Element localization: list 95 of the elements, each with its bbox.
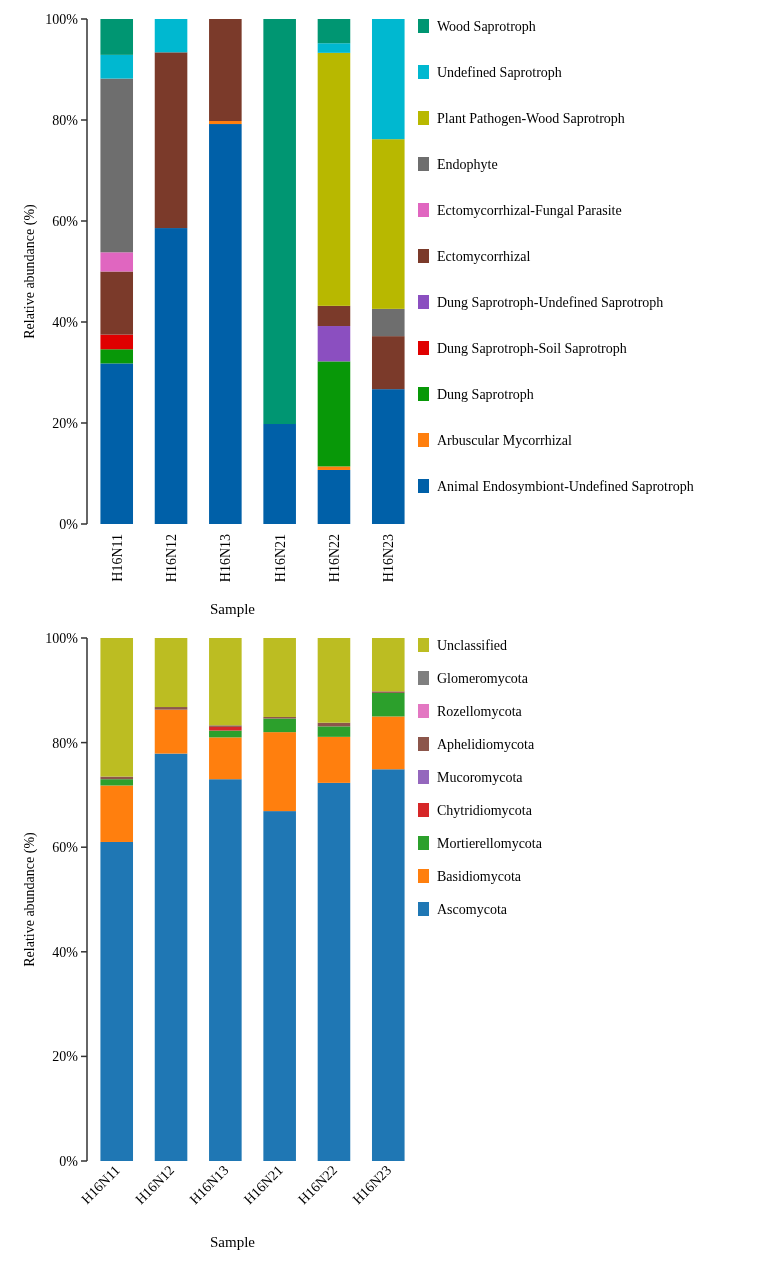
bar [317, 782, 351, 1161]
bar [263, 638, 296, 717]
bar [209, 121, 242, 125]
legend-label: Animal Endosymbiont-Undefined Saprotroph [437, 478, 694, 494]
legend-label: Endophyte [437, 156, 498, 172]
y-tick-label: 40% [52, 944, 79, 960]
legend-label: Dung Saprotroph-Soil Saprotroph [437, 340, 627, 356]
bar [263, 811, 296, 1161]
legend-label: Rozellomycota [437, 703, 523, 719]
bar [317, 638, 351, 723]
bar [371, 308, 405, 337]
y-tick-label: 20% [52, 1049, 79, 1065]
bar [209, 19, 242, 122]
x-tick-label: H16N21 [272, 534, 288, 583]
y-tick-label: 40% [52, 314, 79, 330]
bar [100, 334, 134, 350]
legend-label: Glomeromycota [437, 670, 529, 686]
bar [100, 363, 134, 524]
y-tick-label: 100% [45, 11, 79, 27]
bar [154, 52, 188, 229]
bar [100, 54, 134, 79]
x-tick-label: H16N23 [381, 534, 397, 583]
bar [154, 638, 188, 708]
bar [371, 389, 405, 524]
legend-label: Chytridiomycota [437, 802, 533, 818]
bar [317, 726, 351, 737]
bar [263, 19, 296, 425]
bar [317, 469, 351, 524]
bar [209, 726, 242, 731]
y-axis-title: Relative abundance (%) [22, 831, 38, 967]
bar [371, 638, 405, 692]
bar [100, 252, 134, 272]
x-tick-label: H16N22 [326, 534, 342, 583]
bar [100, 785, 134, 842]
legend-label: Mortierellomycota [437, 835, 543, 851]
bar [100, 841, 134, 1161]
legend-label: Aphelidiomycota [437, 736, 535, 752]
bar [317, 19, 351, 44]
x-tick-label: H16N13 [218, 534, 234, 583]
y-tick-label: 80% [52, 735, 79, 751]
y-tick-label: 0% [59, 516, 79, 532]
legend-label: Ectomycorrhizal [437, 248, 531, 264]
legend-label: Dung Saprotroph-Undefined Saprotroph [437, 294, 664, 310]
bar [209, 638, 242, 726]
legend-label: Ectomycorrhizal-Fungal Parasite [437, 202, 622, 218]
y-tick-label: 60% [52, 213, 79, 229]
bar [371, 716, 405, 770]
legend-label: Unclassified [437, 637, 507, 653]
bar [263, 424, 296, 524]
y-tick-label: 60% [52, 840, 79, 856]
bar [317, 736, 351, 783]
bar [154, 228, 188, 524]
x-tick-label: H16N11 [109, 534, 125, 582]
bar [263, 732, 296, 812]
bar [154, 709, 188, 754]
legend-label: Wood Saprotroph [437, 18, 536, 34]
legend-label: Arbuscular Mycorrhizal [437, 432, 572, 448]
bar [317, 43, 351, 53]
legend-label: Basidiomycota [437, 868, 522, 884]
bar [371, 19, 405, 140]
x-axis-title: Sample [210, 601, 256, 617]
bar [209, 779, 242, 1161]
x-axis-title: Sample [210, 1234, 256, 1250]
legend-label: Undefined Saprotroph [437, 64, 562, 80]
bar [100, 349, 134, 364]
y-tick-label: 0% [59, 1153, 79, 1169]
bar [371, 692, 405, 717]
bar [154, 753, 188, 1161]
bar [100, 78, 134, 253]
legend-label: Plant Pathogen-Wood Saprotroph [437, 110, 625, 126]
bar [317, 305, 351, 327]
bar [154, 19, 188, 53]
y-tick-label: 100% [45, 630, 79, 646]
y-tick-label: 20% [52, 415, 79, 431]
bar [100, 271, 134, 335]
y-tick-label: 80% [52, 112, 79, 128]
bar [371, 336, 405, 390]
bar [100, 638, 134, 777]
y-axis-title: Relative abundance (%) [22, 203, 38, 339]
legend-label: Dung Saprotroph [437, 386, 534, 402]
bar [154, 707, 188, 710]
bar [317, 361, 351, 467]
bar [209, 737, 242, 780]
bar [317, 326, 351, 362]
legend-label: Ascomycota [437, 901, 508, 917]
bar [371, 139, 405, 309]
bar [317, 466, 351, 470]
bar [100, 779, 134, 786]
bar [263, 718, 296, 733]
x-tick-label: H16N12 [164, 534, 180, 583]
bar [317, 52, 351, 306]
bar [371, 769, 405, 1161]
bar [100, 19, 134, 55]
bar [209, 124, 242, 524]
legend-label: Mucoromycota [437, 769, 524, 785]
